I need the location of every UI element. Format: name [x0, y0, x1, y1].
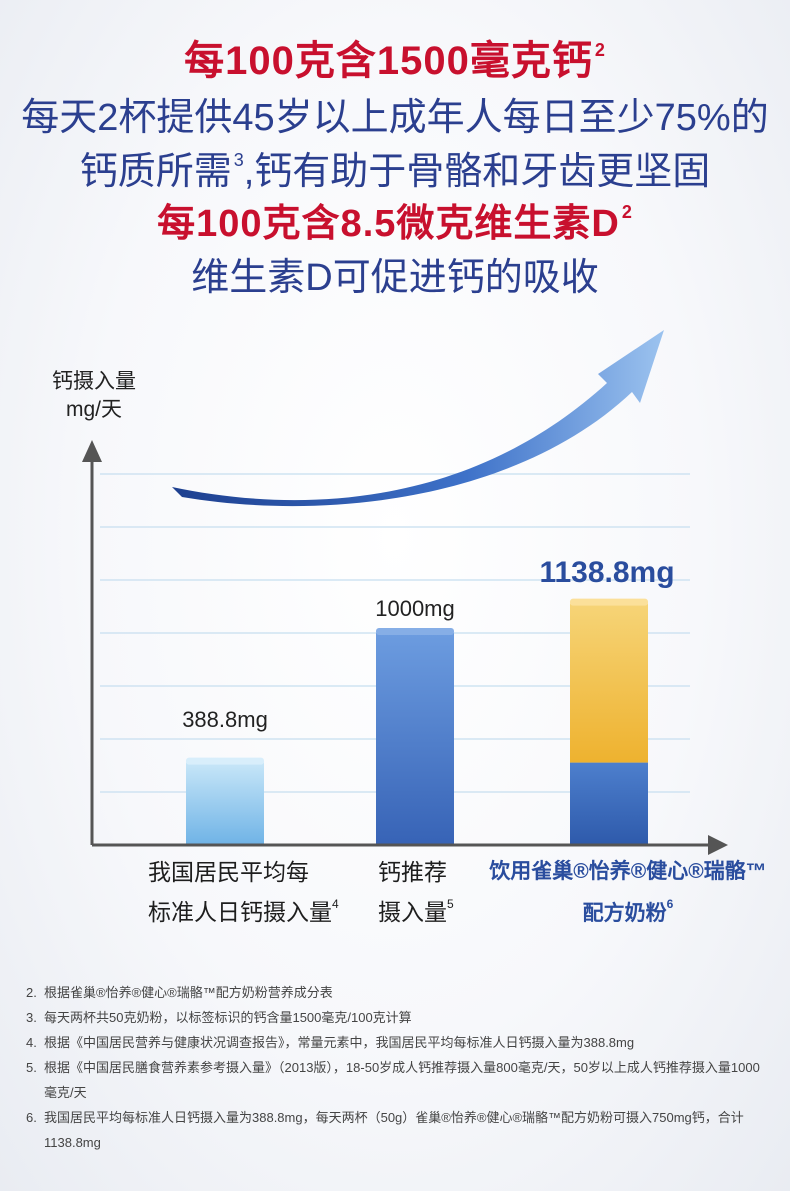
bar-average-intake	[186, 762, 264, 845]
footnotes: 2. 根据雀巢®怡养®健心®瑞骼™配方奶粉营养成分表 3. 每天两杯共50克奶粉，以…	[26, 980, 766, 1155]
bar-product-base-segment	[570, 762, 648, 845]
bar-value-label: 1000mg	[375, 596, 455, 621]
calcium-chart: 388.8mg 1000mg 1138.8mg	[82, 330, 728, 855]
bar-product-added-segment	[570, 603, 648, 763]
headline-daily-requirement: 每天2杯提供45岁以上成年人每日至少75%的	[21, 97, 769, 139]
category-label-recommended-intake: 钙推荐 摄入量5	[378, 859, 454, 925]
category-label-average-intake: 我国居民平均每 标准人日钙摄入量4	[148, 859, 339, 925]
bar-top-cap	[570, 598, 648, 606]
bar-group	[186, 598, 648, 845]
growth-arrow-icon	[172, 330, 664, 507]
headline-vitamin-d-content: 每100克含8.5微克维生素D 2	[157, 202, 633, 245]
bar-recommended-intake	[376, 633, 454, 845]
data-label-group: 388.8mg 1000mg 1138.8mg	[182, 556, 674, 732]
headline-vitamin-d-absorption: 维生素D可促进钙的吸收	[191, 257, 599, 299]
bar-top-cap	[186, 757, 264, 765]
category-label-product-intake: 饮用雀巢®怡养®健心®瑞骼™ 配方奶粉6	[489, 860, 767, 925]
footnote-2: 2. 根据雀巢®怡养®健心®瑞骼™配方奶粉营养成分表	[26, 985, 333, 1000]
y-axis-label: 钙摄入量 mg/天	[52, 370, 136, 421]
headline-bone-strength: 钙质所需 3,钙有助于骨骼和牙齿更坚固	[79, 150, 711, 193]
footnote-3: 3. 每天两杯共50克奶粉，以标签标识的钙含量1500毫克/100克计算	[26, 1010, 412, 1025]
bar-value-label: 388.8mg	[182, 707, 268, 732]
footnote-4: 4. 根据《中国居民营养与健康状况调查报告》，常量元素中，我国居民平均每标准人日钙…	[26, 1035, 635, 1050]
x-axis-arrowhead	[708, 835, 728, 855]
bar-value-label: 1138.8mg	[539, 556, 674, 589]
y-axis-arrowhead	[82, 440, 102, 462]
bar-top-cap	[376, 628, 454, 635]
headline-calcium-content: 每100克含1500毫克钙 2	[184, 39, 606, 83]
footnote-5: 5. 根据《中国居民膳食营养素参考摄入量》（2013版），18-50岁成人钙推荐摄…	[26, 1060, 760, 1100]
footnote-6: 6. 我国居民平均每标准人日钙摄入量为388.8mg，每天两杯（50g）雀巢®怡养…	[26, 1110, 744, 1150]
